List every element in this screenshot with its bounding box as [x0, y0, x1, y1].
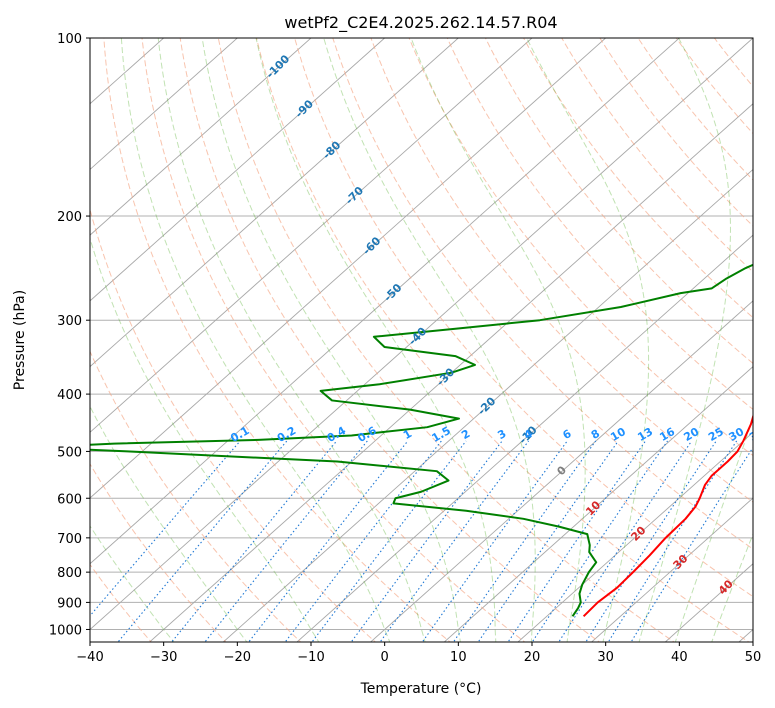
dry-adiabat-line: [217, 38, 676, 642]
x-tick-label: 20: [524, 650, 541, 665]
isotherm-line: [590, 497, 753, 642]
dry-adiabat-line: [179, 38, 601, 642]
dry-adiabat-line: [90, 207, 377, 642]
dry-adiabat-line: [103, 38, 451, 642]
moist-adiabat-line: [255, 38, 497, 642]
mixing-ratio-label: 36: [747, 425, 767, 444]
mixing-ratio-line: [350, 440, 503, 642]
isotherm-line: [148, 103, 753, 642]
y-tick-label: 400: [57, 388, 82, 403]
mixing-ratio-line: [630, 446, 753, 642]
dry-adiabat-line: [90, 563, 152, 642]
y-tick-label: 600: [57, 492, 82, 507]
mixing-ratio-line: [585, 440, 717, 642]
x-tick-label: −40: [76, 650, 103, 665]
dry-adiabat-line: [90, 462, 227, 642]
dry-adiabat-line: [370, 38, 753, 503]
mixing-ratio-line: [284, 440, 442, 642]
y-tick-label: 500: [57, 445, 82, 460]
plot-frame: [89, 37, 754, 643]
mixing-ratio-line: [452, 440, 597, 642]
dry-adiabat-line: [332, 38, 753, 550]
isotherm-line: [90, 38, 312, 236]
moist-adiabat-line: [157, 38, 426, 642]
moist-adiabat-line: [90, 405, 248, 642]
x-tick-label: −20: [224, 650, 251, 665]
isotherm-line: [90, 38, 386, 302]
moist-adiabat-line: [638, 38, 731, 642]
mixing-ratio-line: [379, 440, 530, 642]
moist-adiabat-line: [90, 236, 320, 642]
y-tick-label: 800: [57, 566, 82, 581]
dry-adiabat-line: [255, 38, 750, 642]
isotherm-line: [90, 38, 460, 368]
dry-adiabat-line: [446, 38, 753, 411]
dry-adiabat-line: [141, 38, 526, 642]
x-axis-label: Temperature (°C): [360, 681, 482, 697]
dry-adiabat-line: [90, 350, 302, 642]
mixing-ratio-line: [171, 440, 338, 642]
mixing-ratio-line: [477, 440, 619, 642]
moist-adiabat-line: [120, 38, 391, 642]
isotherm-line: [296, 234, 753, 642]
x-tick-label: 10: [450, 650, 467, 665]
x-tick-label: 0: [381, 650, 389, 665]
y-tick-label: 200: [57, 210, 82, 225]
isotherm-line: [90, 38, 607, 499]
chart-title: wetPf2_C2E4.2025.262.14.57.R04: [284, 13, 557, 33]
mixing-ratio-line: [311, 440, 467, 642]
moist-adiabat-line: [674, 417, 753, 642]
x-tick-label: 40: [671, 650, 688, 665]
isotherm-line: [90, 38, 753, 631]
moist-adiabat-line: [410, 38, 586, 642]
moist-adiabat-line: [323, 38, 536, 642]
dry-adiabat-line: [484, 38, 753, 365]
dewpoint-line: [90, 263, 753, 617]
isotherm-line: [90, 38, 239, 171]
y-tick-label: 300: [57, 314, 82, 329]
x-tick-label: −10: [297, 650, 324, 665]
isotherm-line: [443, 365, 753, 642]
mixing-ratio-line: [248, 440, 409, 642]
x-tick-label: 50: [745, 650, 762, 665]
temperature-line: [582, 413, 753, 618]
dry-adiabat-line: [294, 38, 753, 598]
x-tick-label: 30: [597, 650, 614, 665]
y-tick-label: 900: [57, 596, 82, 611]
moist-adiabat-line: [711, 532, 753, 642]
isotherm-line: [90, 38, 533, 433]
mixing-ratio-line: [421, 440, 568, 642]
mixing-ratio-line: [607, 440, 738, 642]
mixing-ratio-line: [117, 440, 288, 642]
moist-adiabat-line: [201, 38, 461, 642]
isotherm-line: [369, 300, 753, 642]
x-tick-label: −30: [150, 650, 177, 665]
y-tick-label: 700: [57, 532, 82, 547]
isotherm-line: [517, 431, 753, 642]
y-axis-label: Pressure (hPa): [12, 290, 28, 390]
isotherm-line: [90, 38, 681, 565]
y-tick-label: 1000: [49, 623, 82, 638]
y-tick-label: 100: [57, 32, 82, 47]
mixing-ratio-line: [204, 440, 368, 642]
mixing-ratio-line: [507, 440, 646, 642]
